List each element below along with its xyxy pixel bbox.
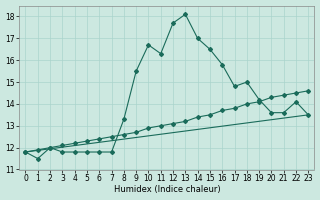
X-axis label: Humidex (Indice chaleur): Humidex (Indice chaleur) xyxy=(114,185,220,194)
